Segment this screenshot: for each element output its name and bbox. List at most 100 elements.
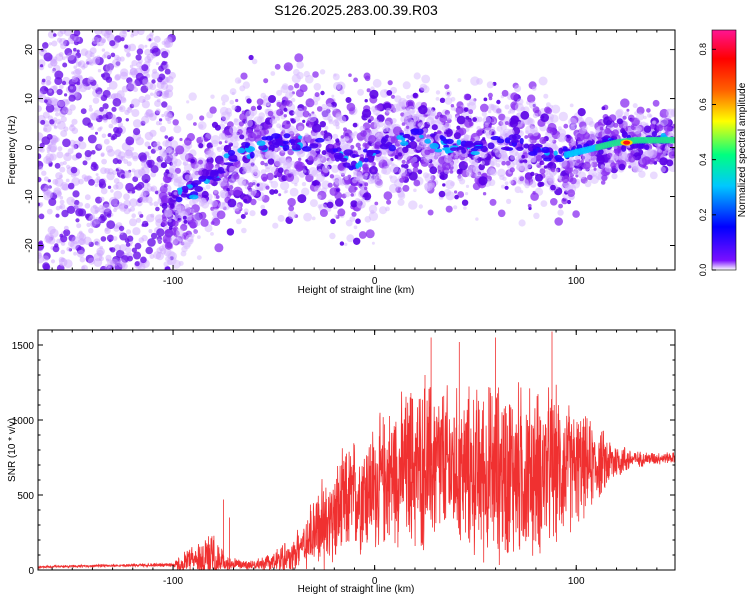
spectrogram-cell: [186, 113, 194, 121]
spectrogram-cell: [111, 106, 117, 112]
spectrogram-cell: [84, 194, 91, 201]
spectrogram-cell: [150, 148, 156, 154]
spectrogram-cell: [504, 181, 509, 186]
spectrogram-cell: [129, 218, 137, 227]
spectrogram-cell: [474, 136, 480, 141]
spectrogram-cell: [182, 215, 187, 220]
spectrogram-cell: [260, 204, 266, 210]
spectrogram-cell: [636, 106, 645, 115]
spectrogram-cell: [350, 132, 355, 137]
spectrogram-cell: [151, 53, 157, 59]
spectrogram-cell: [615, 108, 624, 117]
spectrogram-cell: [210, 94, 215, 99]
spectrogram-cell: [108, 80, 118, 90]
spectrogram-cell: [365, 229, 375, 239]
spectrogram-cell: [397, 198, 405, 206]
spectrogram-cell: [567, 189, 576, 198]
spectrogram-cell: [95, 87, 103, 95]
spectrogram-cell: [160, 162, 167, 169]
spectrogram-cell: [145, 82, 154, 90]
spectrogram-cell: [83, 175, 90, 182]
spectrogram-cell: [146, 73, 151, 78]
spectrogram-cell: [47, 226, 56, 235]
spectrogram-cell: [457, 191, 465, 198]
spectrogram-cell: [628, 165, 632, 169]
spectrogram-cell: [427, 209, 434, 216]
spectrogram-cell: [84, 213, 90, 219]
spectrogram-cell: [267, 110, 274, 117]
spectrogram-cell: [43, 176, 49, 182]
spectrogram-cell: [73, 68, 81, 77]
spectrogram-cell: [58, 110, 66, 118]
spectrogram-cell: [566, 199, 572, 205]
spectrogram-cell: [46, 80, 52, 86]
spectrogram-cell: [165, 169, 170, 174]
spectrogram-cell: [114, 244, 122, 252]
spectrogram-cell: [114, 149, 122, 157]
spectrogram-cell: [88, 228, 94, 234]
spectrogram-cell: [578, 171, 586, 180]
spectrogram-cell: [659, 157, 668, 166]
spectrogram-cell: [344, 183, 351, 189]
spectrogram-cell: [75, 218, 80, 223]
colorbar-tick-label: 0.6: [698, 98, 708, 111]
spectrogram-cell: [358, 231, 367, 239]
spectrogram-cell: [71, 236, 80, 245]
spectrogram-cell: [164, 90, 170, 96]
spectrogram-cell: [43, 52, 53, 62]
spectrogram-cell: [73, 30, 81, 37]
spectrogram-cell: [101, 133, 107, 139]
spectrogram-cell: [156, 81, 165, 90]
spectrogram-cell: [167, 218, 172, 223]
figure-title: S126.2025.283.00.39.R03: [274, 2, 438, 18]
spectrogram-cell: [151, 47, 161, 57]
spectrogram-cell: [43, 252, 51, 260]
spectrogram-cell: [49, 119, 55, 125]
spectrogram-cell: [245, 110, 255, 120]
spectrogram-cell: [642, 156, 651, 165]
spectrogram-cell: [209, 106, 217, 114]
spectrogram-cell: [516, 112, 521, 118]
spectrogram-cell: [59, 84, 64, 90]
spectrogram-cell: [374, 201, 379, 206]
spectrogram-cell: [107, 259, 114, 266]
spectrogram-cell: [516, 165, 522, 171]
spectrogram-cell: [122, 30, 127, 35]
spectrogram-cell: [39, 142, 45, 148]
spectrogram-cell: [119, 106, 123, 111]
spectrogram-cell: [151, 71, 160, 80]
spectrogram-cell: [43, 156, 52, 165]
spectrogram-cell: [455, 151, 461, 157]
spectrogram-cell: [173, 205, 182, 214]
spectrogram-cell: [196, 255, 202, 260]
spectrogram-cell: [75, 204, 80, 209]
spectrogram-cell: [46, 238, 52, 244]
spectrogram-cell: [120, 37, 125, 42]
spectrogram-cell: [48, 89, 53, 93]
spectrogram-cell: [93, 217, 101, 225]
spectrogram-cell: [115, 61, 121, 66]
spectrogram-cell: [353, 237, 361, 245]
spectrogram-cell: [45, 104, 55, 113]
spectrogram-cell: [161, 113, 165, 118]
spectrogram-cell: [311, 216, 316, 221]
spectrogram-cell: [399, 177, 405, 183]
spectrogram-cell: [303, 212, 312, 222]
spectrogram-cell: [589, 131, 594, 135]
spectrogram-cell: [546, 102, 551, 107]
spectrogram-cell: [145, 246, 153, 255]
spectrogram-cell: [80, 48, 89, 56]
spectrogram-cell: [105, 145, 113, 153]
spectrogram-cell: [109, 40, 116, 47]
spectrogram-cell: [197, 235, 201, 240]
spectrogram-cell: [88, 107, 94, 112]
spectrogram-cell: [107, 133, 112, 138]
spectrogram-cell: [543, 165, 548, 169]
spectrogram-cell: [141, 160, 148, 168]
spectrogram-ylabel: Frequency (Hz): [7, 116, 18, 185]
spectrogram-cell: [154, 110, 160, 116]
spectrogram-cell: [554, 146, 560, 151]
spectrogram-cell: [201, 136, 205, 141]
spectrogram-cell: [255, 192, 260, 197]
spectrogram-cell: [265, 185, 270, 190]
